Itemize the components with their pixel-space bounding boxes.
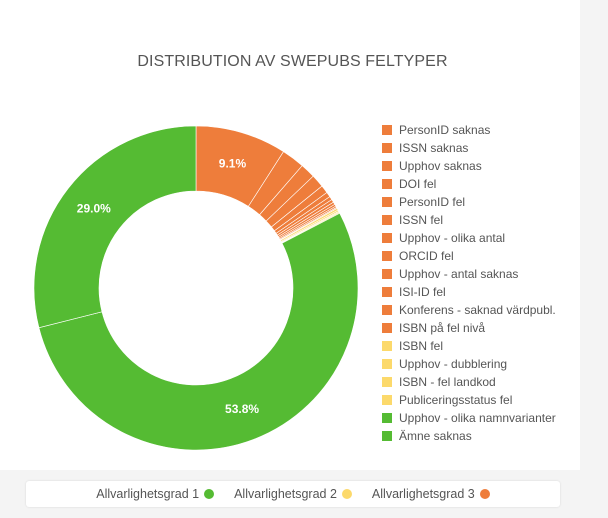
legend-label: DOI fel	[399, 177, 437, 191]
legend-item[interactable]: Publiceringsstatus fel	[382, 391, 556, 409]
severity-label: Allvarlighetsgrad 2	[234, 487, 337, 501]
legend-item[interactable]: ORCID fel	[382, 247, 556, 265]
slice-data-label-17: 29.0%	[77, 201, 111, 215]
slice-16[interactable]	[38, 212, 359, 451]
legend-item[interactable]: Ämne saknas	[382, 427, 556, 445]
legend-swatch	[382, 215, 392, 225]
legend-label: Upphov - olika antal	[399, 231, 506, 245]
legend-label: Konferens - saknad värdpubl.	[399, 303, 556, 317]
severity-item[interactable]: Allvarlighetsgrad 2	[234, 487, 352, 501]
severity-dot-icon	[204, 489, 215, 499]
legend-item[interactable]: DOI fel	[382, 175, 556, 193]
legend-swatch	[382, 395, 392, 405]
legend-label: ISSN saknas	[399, 141, 469, 155]
legend-swatch	[382, 233, 392, 243]
legend-swatch	[382, 269, 392, 279]
severity-dot-icon	[341, 489, 352, 499]
donut-chart: 9.1% 53.8% 29.0%	[33, 125, 359, 451]
legend-label: ISBN fel	[399, 339, 444, 353]
legend-item[interactable]: ISBN på fel nivå	[382, 319, 556, 337]
legend-label: ORCID fel	[399, 249, 454, 263]
severity-item[interactable]: Allvarlighetsgrad 1	[96, 487, 215, 501]
legend-swatch	[382, 323, 392, 333]
legend-swatch	[382, 143, 392, 153]
severity-dot-icon	[479, 489, 490, 499]
severity-label: Allvarlighetsgrad 3	[371, 487, 475, 501]
legend-item[interactable]: ISSN fel	[382, 211, 556, 229]
legend-item[interactable]: ISBN fel	[382, 337, 556, 355]
slice-17[interactable]	[33, 125, 197, 329]
legend: PersonID saknas ISSN saknas Upphov saknas D…	[382, 121, 556, 445]
legend-label: Publiceringsstatus fel	[399, 393, 513, 407]
legend-swatch	[382, 377, 392, 387]
legend-item[interactable]: ISI-ID fel	[382, 283, 556, 301]
legend-swatch	[382, 179, 392, 189]
legend-label: Upphov - antal saknas	[399, 267, 519, 281]
legend-item[interactable]: ISBN - fel landkod	[382, 373, 556, 391]
legend-swatch	[382, 287, 392, 297]
severity-legend: Allvarlighetsgrad 1 Allvarlighetsgrad 2 Al…	[26, 481, 560, 507]
severity-label: Allvarlighetsgrad 1	[96, 487, 200, 501]
legend-swatch	[382, 413, 392, 423]
legend-label: Ämne saknas	[399, 429, 472, 443]
legend-label: ISSN fel	[399, 213, 444, 227]
legend-label: ISBN på fel nivå	[399, 321, 486, 335]
severity-item[interactable]: Allvarlighetsgrad 3	[372, 487, 490, 501]
legend-label: ISBN - fel landkod	[399, 375, 496, 389]
legend-label: PersonID fel	[399, 195, 466, 209]
chart-card: DISTRIBUTION AV SWEPUBS FELTYPER 9.1% 53.…	[0, 0, 580, 470]
chart-title: DISTRIBUTION AV SWEPUBS FELTYPER	[137, 53, 448, 70]
legend-swatch	[382, 431, 392, 441]
legend-swatch	[382, 197, 392, 207]
legend-label: ISI-ID fel	[399, 285, 446, 299]
legend-item[interactable]: Konferens - saknad värdpubl.	[382, 301, 556, 319]
slice-data-label-0: 9.1%	[219, 157, 247, 171]
legend-swatch	[382, 125, 392, 135]
legend-swatch	[382, 341, 392, 351]
legend-swatch	[382, 251, 392, 261]
legend-swatch	[382, 305, 392, 315]
legend-item[interactable]: PersonID fel	[382, 193, 556, 211]
legend-swatch	[382, 359, 392, 369]
legend-label: Upphov - olika namnvarianter	[399, 411, 556, 425]
legend-item[interactable]: PersonID saknas	[382, 121, 556, 139]
legend-item[interactable]: Upphov saknas	[382, 157, 556, 175]
legend-label: Upphov saknas	[399, 159, 482, 173]
legend-item[interactable]: ISSN saknas	[382, 139, 556, 157]
legend-item[interactable]: Upphov - dubblering	[382, 355, 556, 373]
legend-item[interactable]: Upphov - antal saknas	[382, 265, 556, 283]
legend-item[interactable]: Upphov - olika namnvarianter	[382, 409, 556, 427]
legend-swatch	[382, 161, 392, 171]
legend-label: PersonID saknas	[399, 123, 491, 137]
legend-label: Upphov - dubblering	[399, 357, 508, 371]
legend-item[interactable]: Upphov - olika antal	[382, 229, 556, 247]
slice-data-label-16: 53.8%	[225, 402, 259, 416]
